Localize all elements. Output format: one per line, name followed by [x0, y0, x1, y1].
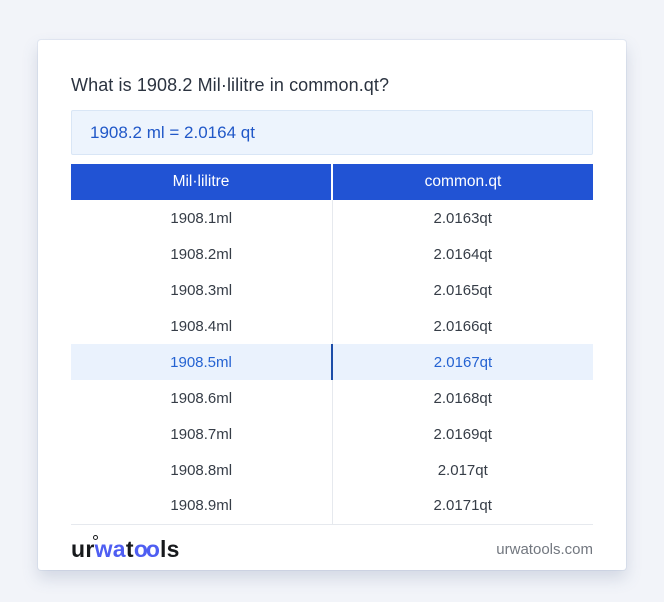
table-header-row: Mil·lilitre common.qt [71, 164, 593, 200]
cell-common-qt[interactable]: 2.0169qt [331, 416, 593, 452]
table-row[interactable]: 1908.8ml 2.017qt [71, 452, 593, 488]
card-footer: ur wa t oo ls urwatools.com [71, 529, 593, 571]
logo-segment: wa [92, 535, 126, 562]
cell-common-qt[interactable]: 2.0163qt [331, 200, 593, 236]
cell-common-qt[interactable]: 2.0165qt [331, 272, 593, 308]
cell-millilitre[interactable]: 1908.2ml [71, 236, 332, 272]
cell-common-qt[interactable]: 2.0171qt [331, 488, 593, 525]
table-row[interactable]: 1908.2ml 2.0164qt [71, 236, 593, 272]
degree-ring-icon [92, 535, 98, 540]
table-row[interactable]: 1908.7ml 2.0169qt [71, 416, 593, 452]
table-row[interactable]: 1908.1ml 2.0163qt [71, 200, 593, 236]
conversion-table-head: Mil·lilitre common.qt [71, 164, 593, 200]
conversion-table: Mil·lilitre common.qt 1908.1ml 2.0163qt 19… [71, 164, 593, 525]
page-title: What is 1908.2 Mil·lilitre in common.qt? [71, 75, 390, 95]
cell-millilitre[interactable]: 1908.9ml [71, 488, 332, 525]
table-row[interactable]: 1908.4ml 2.0166qt [71, 308, 593, 344]
conversion-result-box: 1908.2 ml = 2.0164 qt [71, 110, 593, 155]
logo-segment: ls [159, 536, 180, 562]
cell-common-qt[interactable]: 2.017qt [331, 452, 593, 488]
cell-millilitre[interactable]: 1908.7ml [71, 416, 332, 452]
table-row[interactable]: 1908.5ml 2.0167qt [71, 344, 593, 380]
site-url: urwatools.com [496, 541, 593, 558]
conversion-table-body: 1908.1ml 2.0163qt 1908.2ml 2.0164qt 1908.3ml… [71, 200, 593, 525]
cell-millilitre[interactable]: 1908.8ml [71, 452, 332, 488]
table-row[interactable]: 1908.9ml 2.0171qt [71, 488, 593, 525]
cell-millilitre[interactable]: 1908.5ml [71, 344, 332, 380]
cell-common-qt[interactable]: 2.0164qt [331, 236, 593, 272]
cell-millilitre[interactable]: 1908.6ml [71, 380, 332, 416]
cell-common-qt[interactable]: 2.0168qt [331, 380, 593, 416]
cell-common-qt[interactable]: 2.0166qt [331, 308, 593, 344]
urwatools-logo[interactable]: ur wa t oo ls [71, 535, 180, 563]
cell-millilitre[interactable]: 1908.4ml [71, 308, 332, 344]
column-header-millilitre: Mil·lilitre [71, 164, 332, 200]
cell-common-qt[interactable]: 2.0167qt [331, 344, 593, 380]
table-row[interactable]: 1908.3ml 2.0165qt [71, 272, 593, 308]
conversion-card: What is 1908.2 Mil·lilitre in common.qt?… [38, 40, 626, 570]
cell-millilitre[interactable]: 1908.1ml [71, 200, 332, 236]
column-header-common-qt: common.qt [331, 164, 593, 200]
logo-segment: t [125, 536, 134, 562]
cell-millilitre[interactable]: 1908.3ml [71, 272, 332, 308]
logo-segment: ur [71, 536, 95, 562]
table-row[interactable]: 1908.6ml 2.0168qt [71, 380, 593, 416]
logo-segment: oo [133, 536, 160, 562]
conversion-result-text: 1908.2 ml = 2.0164 qt [90, 122, 255, 142]
